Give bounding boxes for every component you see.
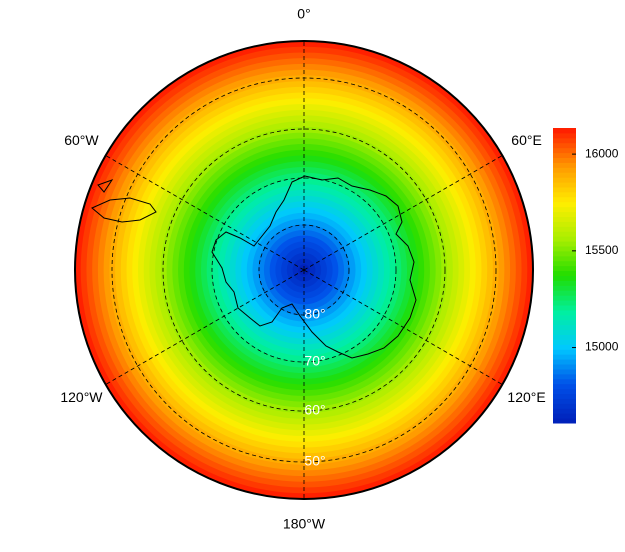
latitude-label: 60°: [304, 402, 325, 418]
colorbar-segment: [553, 172, 576, 178]
longitude-label: 60°W: [64, 132, 99, 148]
colorbar-segment: [553, 295, 576, 301]
colorbar-segment: [553, 349, 576, 355]
colorbar-segment: [553, 418, 576, 424]
colorbar-segment: [553, 359, 576, 365]
colorbar-segment: [553, 319, 576, 326]
colorbar-segment: [553, 388, 576, 394]
meridian-line: [105, 155, 305, 271]
colorbar-segment: [553, 324, 576, 331]
colorbar-segment: [553, 364, 576, 370]
latitude-label: 80°: [304, 306, 325, 322]
latitude-label: 70°: [304, 353, 325, 369]
colorbar-segment: [553, 147, 576, 154]
map-border: [74, 40, 534, 500]
colorbar-segment: [553, 157, 576, 163]
latitude-circle: [162, 128, 446, 412]
colorbar-segment: [553, 231, 576, 237]
colorbar-segment: [553, 354, 576, 360]
colorbar-segment: [553, 137, 576, 144]
longitude-label: 0°: [297, 6, 310, 22]
longitude-label: 120°E: [507, 389, 545, 405]
colorbar-segment: [553, 344, 576, 350]
longitude-label: 60°E: [511, 132, 542, 148]
colorbar-segment: [553, 265, 576, 272]
meridian-line: [105, 269, 305, 385]
colorbar-segment: [553, 182, 576, 188]
colorbar-segment: [553, 128, 576, 134]
colorbar-segment: [553, 329, 576, 335]
colorbar-segment: [553, 280, 576, 286]
peninsula-coastline: [91, 179, 157, 223]
colorbar-segment: [553, 373, 576, 380]
colorbar-segment: [553, 152, 576, 158]
colorbar-segment: [553, 334, 576, 340]
labels: 0° 60°E 120°E 180°W 120°W 60°W 80° 70° 60° 50°: [60, 6, 545, 532]
graticule: [105, 41, 503, 499]
colorbar-segment: [553, 211, 576, 217]
colorbar-segment: [553, 270, 576, 276]
colorbar-segment: [553, 196, 576, 203]
colorbar-segment: [553, 275, 576, 281]
latitude-label: 50°: [304, 453, 325, 469]
meridian-line: [303, 155, 503, 271]
colorbar-segment: [553, 300, 576, 306]
colorbar-segment: [553, 378, 576, 385]
colorbar-segment: [553, 413, 576, 419]
colorbar-segment: [553, 236, 576, 242]
colorbar-segment: [553, 206, 576, 213]
colorbar-segment: [553, 167, 576, 173]
colorbar-segment: [553, 408, 576, 414]
colorbar-segment: [553, 162, 576, 168]
colorbar-segment: [553, 201, 576, 208]
colorbar: 15000 15500 16000: [553, 128, 619, 424]
colorbar-segment: [553, 339, 576, 345]
antarctica-coastline: [211, 175, 417, 359]
colorbar-segment: [553, 309, 576, 316]
longitude-label: 120°W: [60, 389, 103, 405]
longitude-label: 180°W: [283, 516, 326, 532]
colorbar-segment: [553, 255, 576, 262]
colorbar-segment: [553, 368, 576, 375]
colorbar-segment: [553, 403, 576, 409]
latitude-circle: [211, 177, 397, 363]
colorbar-segment: [553, 226, 576, 232]
colorbar-segment: [553, 250, 576, 257]
colorbar-segment: [553, 221, 576, 227]
colorbar-segment: [553, 191, 576, 198]
colorbar-segment: [553, 187, 576, 193]
colorbar-tick-label: 15000: [585, 340, 619, 354]
colorbar-segment: [553, 393, 576, 399]
colorbar-segment: [553, 216, 576, 222]
meridian-line: [303, 269, 503, 385]
colorbar-segment: [553, 285, 576, 291]
colorbar-segment: [553, 314, 576, 321]
colorbar-tick-label: 15500: [585, 243, 619, 257]
colorbar-segment: [553, 246, 576, 252]
colorbar-segment: [553, 260, 576, 267]
colorbar-segment: [553, 132, 576, 139]
colorbar-segment: [553, 142, 576, 149]
colorbar-segment: [553, 305, 576, 311]
colorbar-segment: [553, 177, 576, 183]
colorbar-segment: [553, 290, 576, 296]
colorbar-segment: [553, 383, 576, 390]
colorbar-segment: [553, 398, 576, 404]
colorbar-segment: [553, 241, 576, 247]
colorbar-tick-label: 16000: [585, 146, 619, 160]
